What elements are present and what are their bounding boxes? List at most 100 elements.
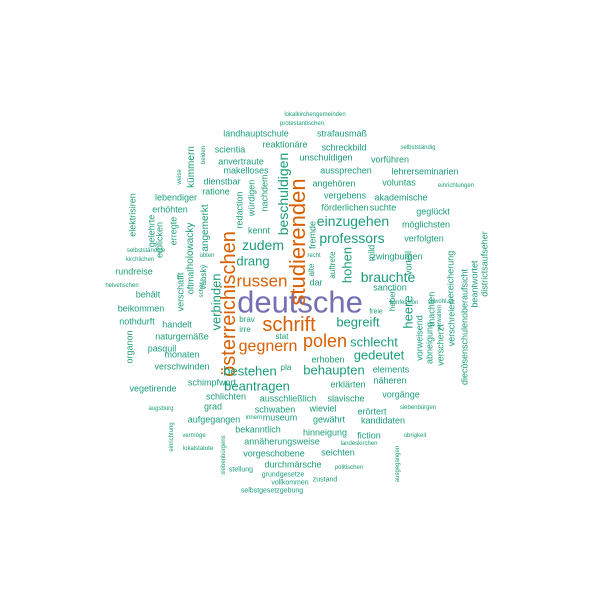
word-begreift: begreift — [336, 314, 380, 330]
word-annaeherungsweise: annäherungsweise — [244, 436, 320, 447]
word-naturgemaesse: naturgemäße — [155, 331, 209, 342]
word-hohen: hohen — [339, 246, 355, 284]
word-alte: alte — [307, 263, 316, 277]
word-akademische: akademische — [374, 192, 428, 203]
word-selbststaendige: selbstständige — [126, 248, 166, 254]
word-nothdurft: nothdurft — [119, 316, 155, 327]
word-selbststaendig: selbstständig — [400, 145, 436, 151]
word-lehrerseminarien: lehrerseminarien — [391, 166, 459, 177]
word-schrift: schrift — [262, 314, 316, 336]
word-beikommen: beikommen — [117, 303, 165, 314]
word-mild: mild — [366, 244, 377, 262]
word-abneigung: abneigung — [424, 321, 435, 365]
word-vorweisend: vorweisend — [414, 315, 425, 361]
word-handelt: handelt — [162, 319, 192, 330]
word-verschwinden: verschwinden — [154, 361, 210, 372]
word-vermoege: vermöge — [182, 433, 206, 439]
word-erhoben: erhoben — [311, 354, 345, 365]
word-weise: weise — [177, 169, 183, 185]
word-makelloses: makelloses — [223, 165, 269, 176]
word-seichten: seichten — [321, 447, 355, 458]
word-scientia: scientia — [214, 144, 246, 155]
word-erregte: erregte — [168, 216, 179, 246]
word-moeglichsten: möglichsten — [401, 219, 451, 230]
word-drang: drang — [236, 253, 270, 269]
word-lebendiger: lebendiger — [154, 192, 198, 203]
word-vorteil: vorteil — [403, 250, 414, 276]
word-verfolgten: verfolgten — [404, 233, 444, 244]
word-eroertert: erörtert — [357, 406, 387, 417]
word-behaupten: behaupten — [303, 362, 365, 378]
word-kennt: kennt — [247, 225, 271, 236]
word-schlichten: schlichten — [205, 391, 247, 402]
word-behaelt: behält — [135, 289, 161, 300]
word-beiden: beiden — [201, 145, 207, 165]
word-professors: professors — [319, 230, 385, 246]
word-einzugehen: einzugehen — [316, 213, 390, 229]
word-irre: irre — [239, 325, 251, 334]
word-stat: stat — [275, 332, 289, 341]
word-geglueckt: geglückt — [416, 206, 450, 217]
word-districtsaufseher: districtsaufseher — [479, 231, 490, 297]
word-heben: heben — [388, 288, 397, 312]
word-hinneigung: hinneigung — [302, 427, 348, 438]
word-erhoehten: erhöhten — [152, 204, 188, 215]
word-brauchte: brauchte — [360, 269, 416, 285]
word-vorgaenge: vorgänge — [382, 389, 420, 400]
word-grad: grad — [203, 401, 223, 412]
word-durchmaersche: durchmärsche — [264, 459, 322, 470]
word-aufgegangen: aufgegangen — [187, 414, 241, 425]
word-verwalten: verwalten — [437, 305, 443, 331]
word-redaction: redaction — [234, 191, 245, 229]
word-konfession: konfession — [389, 300, 419, 306]
word-pla: pla — [280, 363, 292, 372]
word-bekanntlich: bekanntlich — [235, 424, 281, 435]
word-dienstbar: dienstbar — [203, 176, 241, 187]
word-politischen: politischen — [334, 465, 364, 471]
word-landhauptschule: landhauptschule — [223, 128, 289, 139]
word-organon: organon — [124, 330, 135, 364]
word-beantragen: beantragen — [224, 378, 290, 394]
word-bereicherung: bereicherung — [445, 250, 456, 304]
word-fiction: fiction — [357, 430, 381, 441]
word-siebenbuergens: siebenbürgens — [221, 435, 227, 475]
word-oftmal: oftmal — [185, 269, 196, 295]
word-museum: museum — [262, 412, 298, 423]
word-schlecht: schlecht — [350, 334, 398, 350]
word-erblicken: erblicken — [154, 221, 165, 259]
word-elektrisiren: elektrisiren — [127, 193, 138, 237]
word-unschuldigen: unschuldigen — [299, 152, 353, 163]
word-vegetirende: vegetirende — [129, 383, 177, 394]
word-zudem: zudem — [241, 237, 285, 253]
word-gegnern: gegnern — [238, 338, 298, 355]
word-beantwortet: beantwortet — [469, 260, 480, 308]
word-polen: polen — [302, 331, 348, 351]
word-auftrete: auftrete — [328, 251, 337, 279]
word-ausgegangen: ausgegangen — [395, 445, 401, 483]
word-aussprechen: aussprechen — [320, 165, 372, 176]
word-ausschliesslich: ausschließlich — [259, 393, 317, 404]
word-angehoeren: angehören — [312, 178, 356, 189]
word-brav: brav — [239, 315, 255, 324]
word-schreckbild: schreckbild — [321, 142, 367, 153]
word-elements: elements — [372, 364, 410, 375]
word-naeheren: näheren — [373, 375, 407, 386]
word-dioecesenschulenoberaufsicht: diecösenschulenoberaufsicht — [459, 268, 470, 386]
word-russen: russen — [236, 271, 288, 291]
word-augsburg: augsburg — [148, 406, 174, 412]
word-siebenbuergen: siebenbürgen — [399, 405, 437, 411]
word-erklaerten: erklärten — [330, 379, 366, 390]
word-holowacky: holowacky — [185, 222, 196, 270]
word-innern: innern — [245, 415, 263, 421]
word-vollkommen: vollkommen — [271, 479, 309, 487]
word-ratione: ratione — [202, 186, 230, 197]
word-kuemmern: kümmern — [186, 146, 197, 188]
word-pasquil: pasquil — [147, 343, 177, 354]
word-vorgeschobene: vorgeschobene — [243, 448, 305, 459]
word-obrigkeit: obrigkeit — [403, 433, 427, 439]
word-zustand: zustand — [312, 476, 338, 484]
word-scher: scher — [199, 282, 205, 298]
word-machten: machten — [426, 291, 437, 327]
word-vorfuehren: vorführen — [370, 154, 410, 165]
